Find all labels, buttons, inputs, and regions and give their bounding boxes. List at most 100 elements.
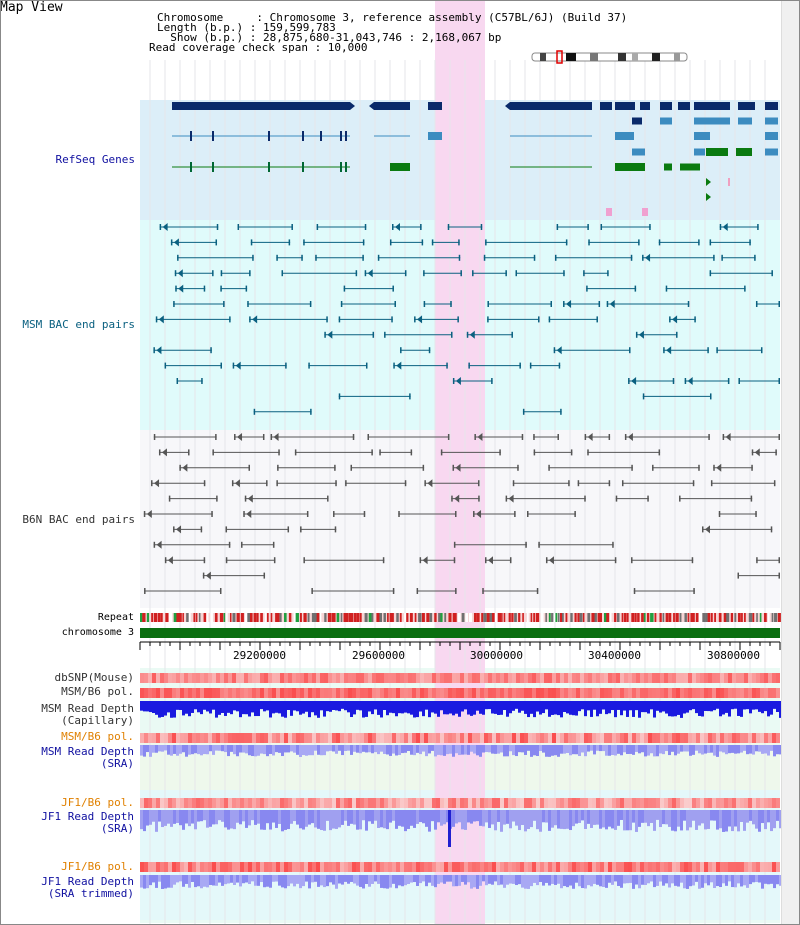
heat-cell [588, 673, 592, 683]
heat-cell [524, 798, 528, 808]
bac-end-tick [455, 511, 457, 517]
bac-end-tick [243, 511, 245, 517]
depth-bar [497, 745, 500, 754]
bac-end-tick [367, 434, 369, 440]
depth-bar [560, 745, 563, 754]
depth-bar [146, 745, 149, 753]
depth-bar [584, 810, 587, 830]
depth-bar [569, 701, 572, 715]
heat-cell [600, 688, 604, 698]
depth-bar [188, 701, 191, 717]
heat-cell [356, 862, 360, 872]
repeat-element [533, 613, 536, 622]
heat-cell [708, 862, 712, 872]
heat-cell [512, 733, 516, 743]
bac-end-tick [345, 480, 347, 487]
heat-cell [668, 798, 672, 808]
depth-bar [311, 875, 314, 883]
depth-bar [470, 810, 473, 824]
heat-cell [328, 688, 332, 698]
heat-cell [640, 673, 644, 683]
b6n-bac-label[interactable]: B6N BAC end pairs [22, 513, 135, 526]
vertical-scrollbar[interactable] [781, 0, 800, 925]
heat-cell [548, 673, 552, 683]
repeat-element [293, 613, 297, 622]
bac-end-tick [458, 254, 461, 261]
heat-cell [400, 673, 404, 683]
heat-cell [312, 688, 316, 698]
depth-bar [221, 745, 224, 752]
depth-bar [758, 810, 761, 832]
depth-bar [371, 810, 374, 824]
heat-cell [144, 862, 148, 872]
bac-end-tick [708, 434, 710, 440]
depth-bar [665, 745, 668, 752]
heat-cell [548, 733, 552, 743]
depth-bar [461, 701, 464, 712]
heat-cell [560, 688, 564, 698]
depth-bar [245, 810, 248, 828]
depth-bar [173, 810, 176, 824]
bac-end-tick [231, 480, 234, 487]
depth-bar [194, 875, 197, 888]
heat-cell [696, 798, 700, 808]
refseq-genes-label[interactable]: RefSeq Genes [55, 153, 135, 166]
bac-end-tick [423, 301, 426, 307]
gene-feature [374, 102, 410, 110]
depth-bar [383, 875, 386, 889]
depth-bar [413, 810, 416, 828]
heat-cell [300, 688, 304, 698]
heat-cell [196, 862, 200, 872]
bac-end-tick [727, 378, 730, 384]
bac-end-tick [487, 301, 489, 307]
depth-bar [509, 701, 512, 714]
depth-bar [734, 875, 737, 888]
depth-bar [293, 701, 296, 711]
gene-marker [728, 178, 730, 186]
bac-end-tick [472, 270, 474, 277]
heat-cell [720, 733, 724, 743]
depth-bar [200, 810, 203, 822]
repeat-element [316, 613, 320, 622]
heat-cell [720, 862, 724, 872]
heat-cell [328, 862, 332, 872]
heat-cell [448, 733, 452, 743]
bac-end-tick [420, 224, 422, 230]
depth-bar [497, 810, 500, 822]
heat-cell [668, 688, 672, 698]
bac-end-tick [710, 480, 713, 487]
repeat-element [160, 613, 163, 622]
heat-cell [672, 673, 676, 683]
repeat-element [434, 613, 437, 622]
repeat-element [153, 613, 158, 622]
heat-cell [616, 673, 620, 683]
depth-bar [593, 810, 596, 825]
depth-bar [635, 701, 638, 711]
heat-cell [576, 733, 580, 743]
depth-bar [284, 810, 287, 830]
heat-cell [712, 688, 716, 698]
msm-bac-label[interactable]: MSM BAC end pairs [22, 318, 135, 331]
depth-bar [512, 701, 515, 711]
depth-bar [383, 810, 386, 829]
heat-cell [768, 862, 772, 872]
heat-cell [264, 862, 268, 872]
axis-tick-label: 30000000 [470, 649, 523, 662]
heat-cell [420, 733, 424, 743]
depth-bar [515, 810, 518, 826]
repeat-element [270, 613, 273, 622]
depth-bar [428, 810, 431, 832]
heat-cell [332, 862, 336, 872]
heat-cell [280, 733, 284, 743]
depth-bar [680, 875, 683, 883]
gene-feature [664, 163, 672, 171]
depth-bar [257, 701, 260, 717]
repeat-element [389, 613, 393, 622]
heat-cell [312, 733, 316, 743]
heat-cell [572, 862, 576, 872]
heat-cell [616, 688, 620, 698]
depth-bar [173, 701, 176, 718]
depth-bar [677, 745, 680, 754]
heat-cell [232, 688, 236, 698]
